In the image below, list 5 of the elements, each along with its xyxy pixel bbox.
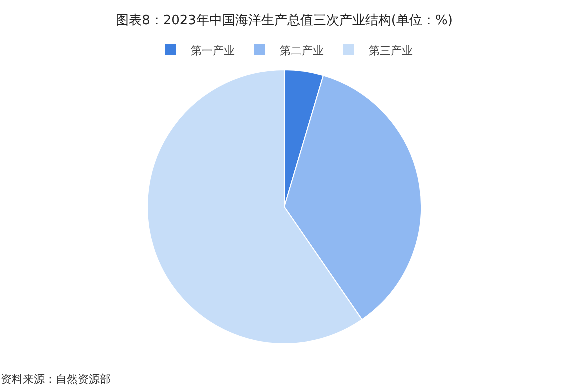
text: 资料来源：自然资源部 [1,373,111,386]
legend-label: 第三产业 [369,44,413,58]
legend-label: 第一产业 [191,44,235,58]
legend-label: 第二产业 [280,44,324,58]
chart-title: 图表8：2023年中国海洋生产总值三次产业结构(单位：%) [116,14,453,29]
